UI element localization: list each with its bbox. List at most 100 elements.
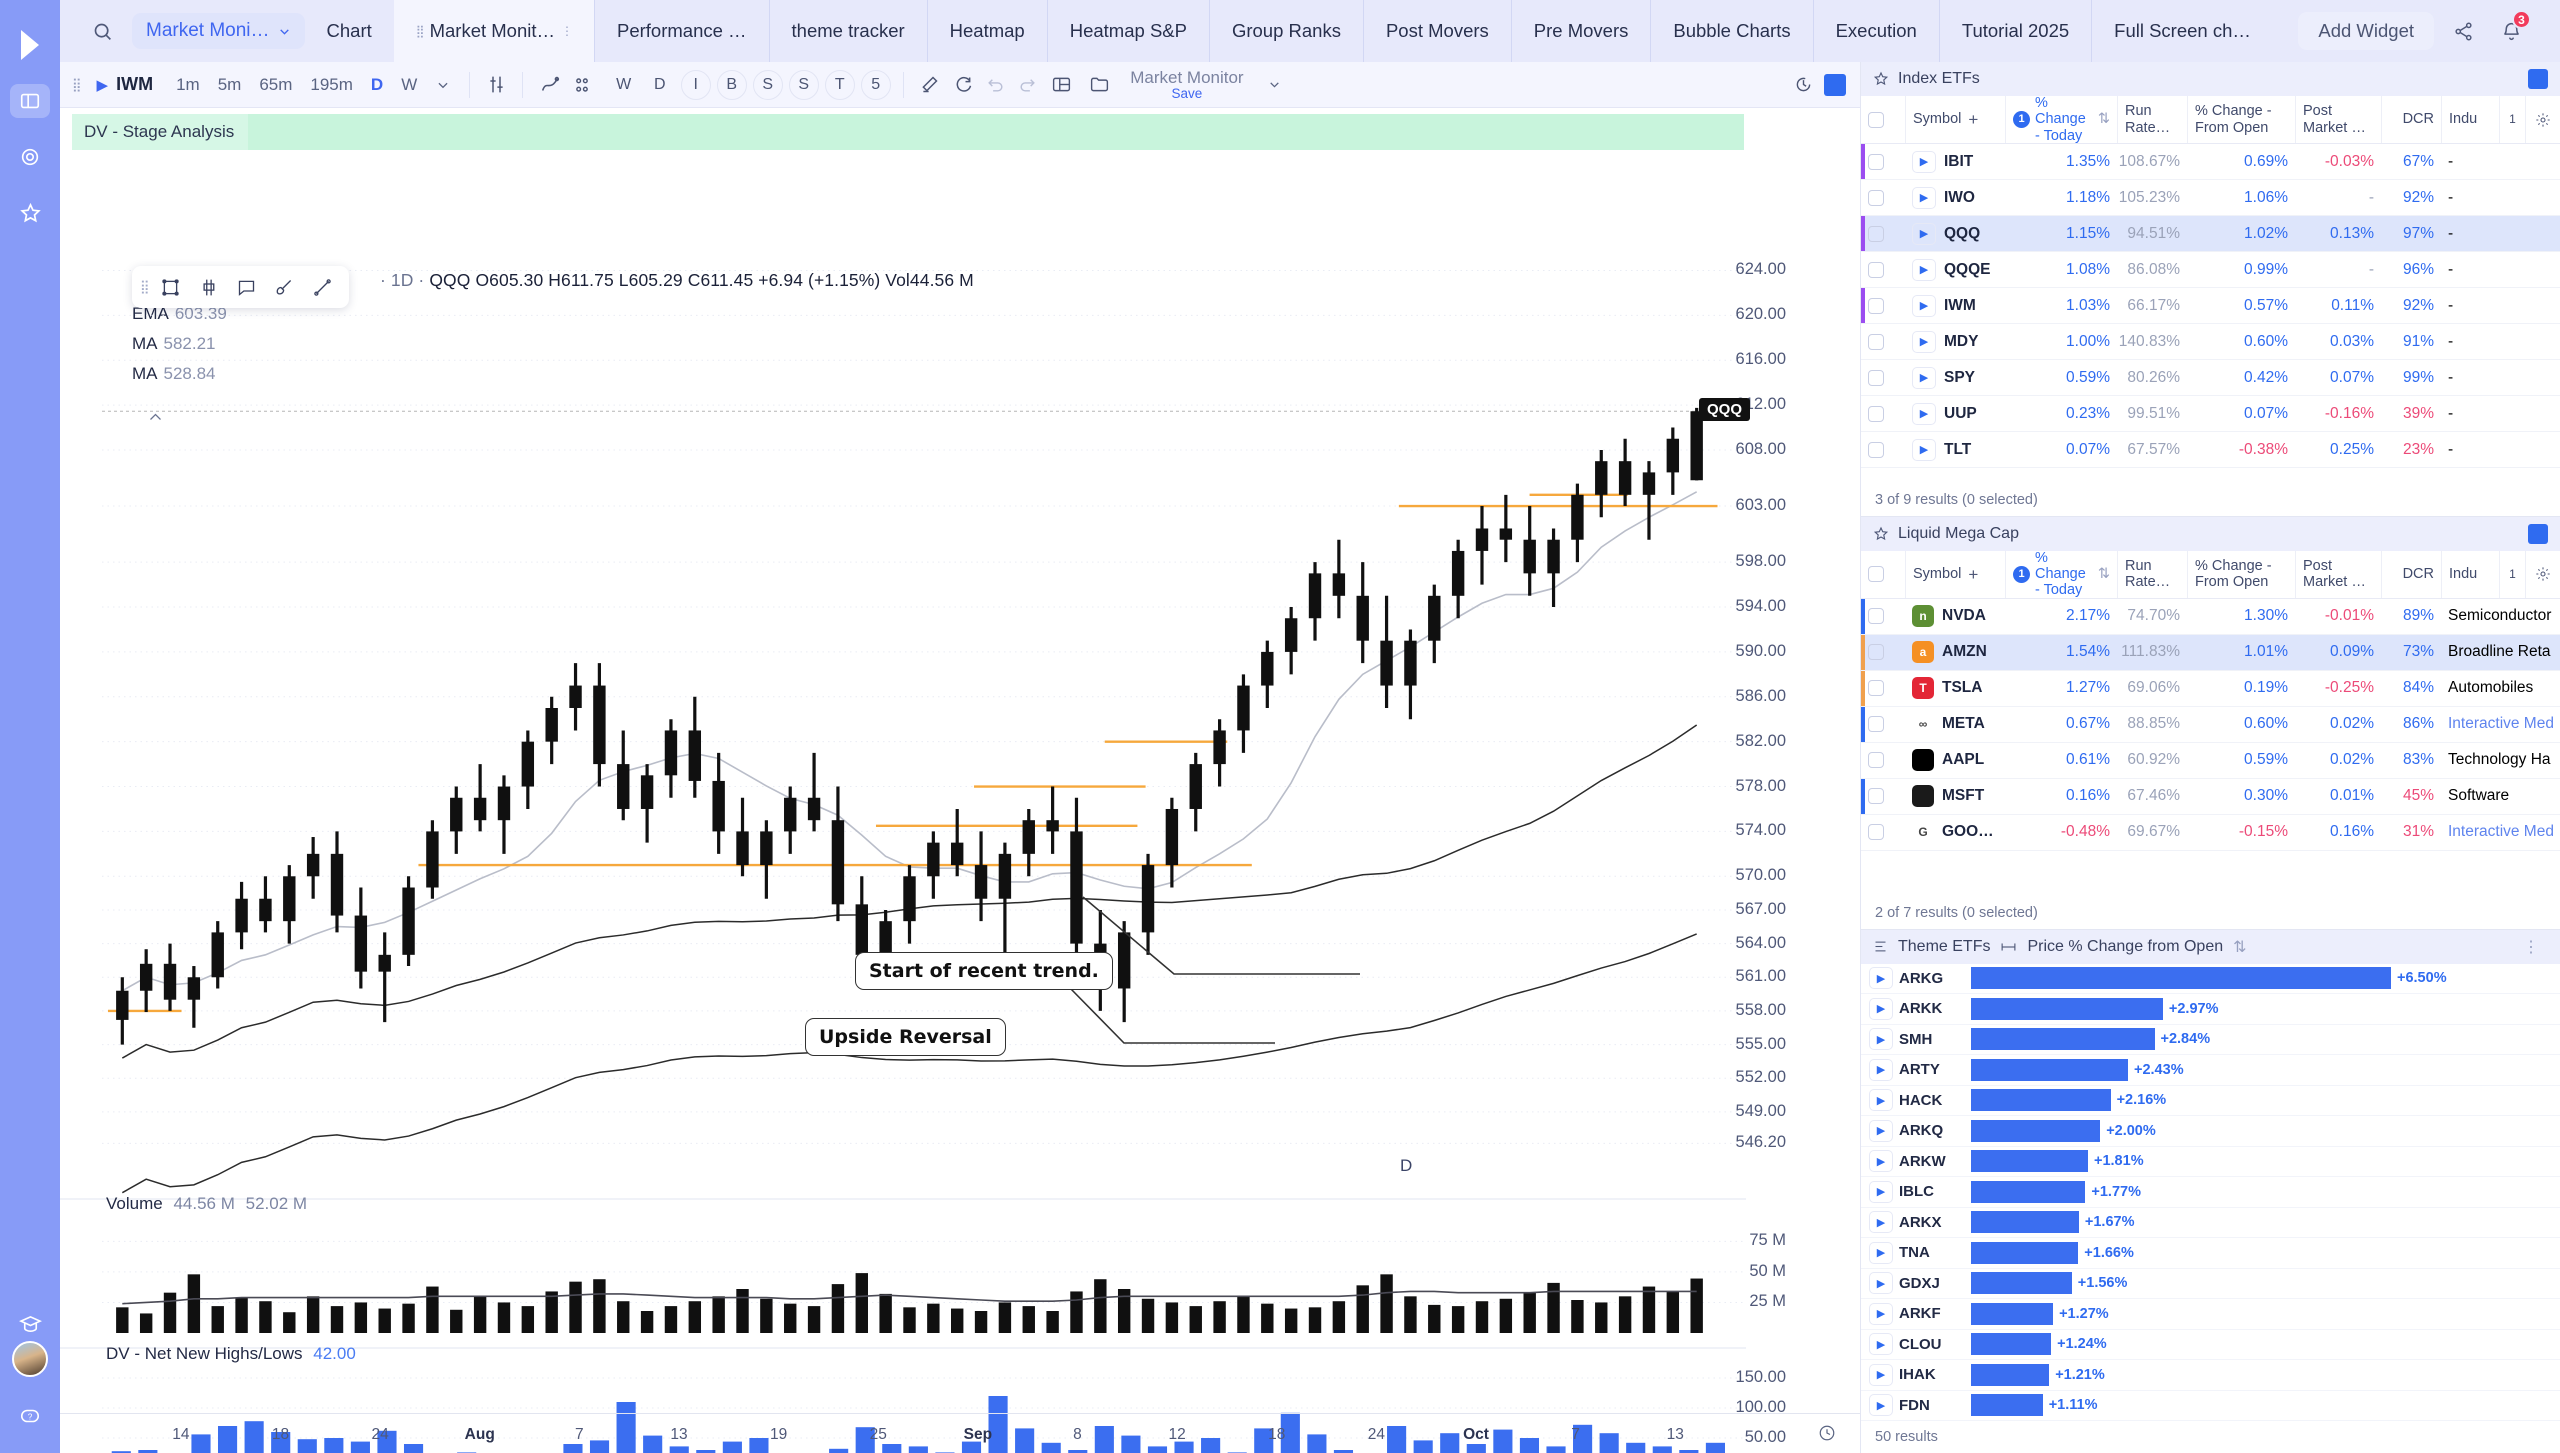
column-post-market[interactable]: Post Market … (2295, 550, 2381, 598)
avatar[interactable] (12, 1341, 48, 1377)
more-icon[interactable]: ⋮ (2523, 938, 2539, 956)
play-icon[interactable]: ▶ (1912, 294, 1936, 317)
play-icon[interactable]: ▶ (96, 76, 109, 94)
study-button-B-3[interactable]: B (716, 69, 747, 100)
play-icon[interactable]: ▶ (1912, 150, 1936, 173)
list-item[interactable]: ▶ HACK +2.16% (1861, 1086, 2560, 1116)
column-extra[interactable]: 1 (2499, 96, 2525, 143)
redo-icon[interactable] (1012, 70, 1045, 100)
star-icon[interactable] (1873, 71, 1889, 87)
row-symbol-cell[interactable]: T TSLA (1905, 677, 2005, 700)
column-dcr[interactable]: DCR (2381, 550, 2441, 598)
table-row[interactable]: n NVDA 2.17% 74.70% 1.30% -0.01% 89% Semiconduc… (1861, 598, 2560, 635)
study-button-S-5[interactable]: S (788, 69, 819, 100)
table-row[interactable]: ▶ SPY 0.59% 80.26% 0.42% 0.07% 99% - (1861, 360, 2560, 396)
tab-performance[interactable]: Performance … (594, 0, 769, 62)
save-link[interactable]: Save (1171, 86, 1203, 101)
list-item[interactable]: ▶ CLOU +1.24% (1861, 1330, 2560, 1360)
study-button-S-4[interactable]: S (752, 69, 783, 100)
annotation-callout[interactable]: Start of recent trend. (855, 952, 1113, 990)
row-checkbox[interactable] (1861, 405, 1905, 422)
drag-handle-icon[interactable]: ⣿ (72, 76, 82, 92)
row-checkbox[interactable] (1861, 824, 1905, 841)
list-item[interactable]: ▶ ARKW +1.81% (1861, 1147, 2560, 1177)
tab-post-movers[interactable]: Post Movers (1362, 0, 1511, 62)
timeframe-D[interactable]: D (370, 74, 384, 94)
studies-icon[interactable] (533, 70, 566, 100)
trendline-tool-icon[interactable] (305, 270, 341, 304)
row-checkbox[interactable] (1861, 369, 1905, 386)
tab-tutorial-2025[interactable]: Tutorial 2025 (1938, 0, 2091, 62)
list-item[interactable]: ▶ SMH +2.84% (1861, 1025, 2560, 1055)
table-row[interactable]: a AMZN 1.54% 111.83% 1.01% 0.09% 73% Broadline … (1861, 634, 2560, 671)
play-icon[interactable]: ▶ (1869, 1058, 1893, 1081)
gear-icon[interactable] (2525, 96, 2559, 143)
row-symbol-cell[interactable]: ▶ IWM (1905, 294, 2005, 317)
row-symbol-cell[interactable]: ∞ META (1905, 713, 2005, 736)
play-icon[interactable]: ▶ (1912, 402, 1936, 425)
table-row[interactable]: ▶ UUP 0.23% 99.51% 0.07% -0.16% 39% - (1861, 396, 2560, 432)
list-item[interactable]: ▶ ARKK +2.97% (1861, 994, 2560, 1025)
brush-tool-icon[interactable] (267, 270, 303, 304)
row-symbol-cell[interactable]: ▶ IWO (1905, 186, 2005, 209)
measure-tool-icon[interactable] (191, 270, 227, 304)
row-symbol-cell[interactable]: a AMZN (1905, 641, 2005, 664)
table-row[interactable]: ▶ MDY 1.00% 140.83% 0.60% 0.03% 91% - (1861, 324, 2560, 360)
play-icon[interactable]: ▶ (1869, 967, 1893, 990)
sidebar-item-dashboard[interactable] (10, 84, 50, 118)
row-checkbox[interactable] (1861, 153, 1905, 170)
search-icon[interactable] (80, 13, 124, 49)
sort-icon[interactable]: ⇅ (2233, 938, 2247, 956)
star-icon[interactable] (1873, 526, 1889, 542)
play-icon[interactable]: ▶ (1869, 1241, 1893, 1264)
row-checkbox[interactable] (1861, 225, 1905, 242)
monitor-selector[interactable]: Market Monitor Save (1120, 68, 1253, 101)
tab-market-monit[interactable]: ⣿ Market Monit… ⋮ (393, 0, 594, 62)
row-checkbox[interactable] (1861, 441, 1905, 458)
play-icon[interactable]: ▶ (1869, 1089, 1893, 1112)
timeframe-65m[interactable]: 65m (259, 74, 293, 94)
table-row[interactable]: ▶ IWM 1.03% 66.17% 0.57% 0.11% 92% - (1861, 288, 2560, 324)
workspace-selector[interactable]: Market Moni… (132, 13, 305, 49)
table-row[interactable]: G GOO… -0.48% 69.67% -0.15% 0.16% 31% Interacti… (1861, 815, 2560, 851)
list-item[interactable]: ▶ TNA +1.66% (1861, 1238, 2560, 1269)
bell-icon[interactable]: 3 (2492, 10, 2531, 50)
column-change-today[interactable]: 1 % Change - Today ⇅ (2005, 95, 2117, 144)
play-icon[interactable]: ▶ (1869, 1180, 1893, 1203)
select-all-checkbox[interactable] (1861, 96, 1905, 143)
study-button-T-6[interactable]: T (824, 69, 855, 100)
tab-menu-icon[interactable]: ⋮ (561, 24, 573, 38)
play-icon[interactable]: ▶ (1869, 1394, 1893, 1417)
row-symbol-cell[interactable]: AAPL (1905, 749, 2005, 772)
row-symbol-cell[interactable]: n NVDA (1905, 605, 2005, 628)
column-post-market[interactable]: Post Market … (2295, 96, 2381, 143)
chevron-down-icon[interactable] (426, 70, 459, 100)
table-row[interactable]: AAPL 0.61% 60.92% 0.59% 0.02% 83% Technology H… (1861, 743, 2560, 779)
gear-icon[interactable] (2525, 550, 2559, 598)
play-icon[interactable]: ▶ (1869, 997, 1893, 1020)
play-icon[interactable]: ▶ (1912, 258, 1936, 281)
layouts-icon[interactable] (566, 70, 599, 100)
color-swatch[interactable] (1824, 73, 1847, 96)
date-axis[interactable]: 14 18 24 Aug 7 13 19 25 Sep 8 12 18 24 Oct 7 13 (60, 1413, 1860, 1453)
row-symbol-cell[interactable]: ▶ SPY (1905, 366, 2005, 389)
graduation-cap-icon[interactable] (10, 1307, 50, 1341)
eraser-icon[interactable] (914, 70, 947, 100)
timeframe-1m[interactable]: 1m (176, 74, 200, 94)
row-symbol-cell[interactable]: ▶ QQQ (1905, 222, 2005, 245)
alert-clock-icon[interactable] (1786, 70, 1820, 100)
list-item[interactable]: ▶ IBLC +1.77% (1861, 1177, 2560, 1208)
play-icon[interactable]: ▶ (1869, 1302, 1893, 1325)
rectangle-tool-icon[interactable] (153, 270, 189, 304)
color-swatch[interactable] (2528, 523, 2548, 544)
theme-etfs-metric[interactable]: Price % Change from Open (2027, 937, 2224, 955)
study-button-D-1[interactable]: D (653, 75, 666, 93)
folder-icon[interactable] (1082, 70, 1116, 100)
column-run-rate[interactable]: Run Rate… (2117, 550, 2187, 598)
row-symbol-cell[interactable]: ▶ TLT (1905, 438, 2005, 461)
tab-group-ranks[interactable]: Group Ranks (1208, 0, 1363, 62)
play-icon[interactable]: ▶ (1912, 186, 1936, 209)
column-industry[interactable]: Indu (2441, 550, 2499, 598)
play-icon[interactable]: ▶ (1869, 1028, 1893, 1051)
sidebar-item-favorites[interactable] (10, 196, 50, 230)
